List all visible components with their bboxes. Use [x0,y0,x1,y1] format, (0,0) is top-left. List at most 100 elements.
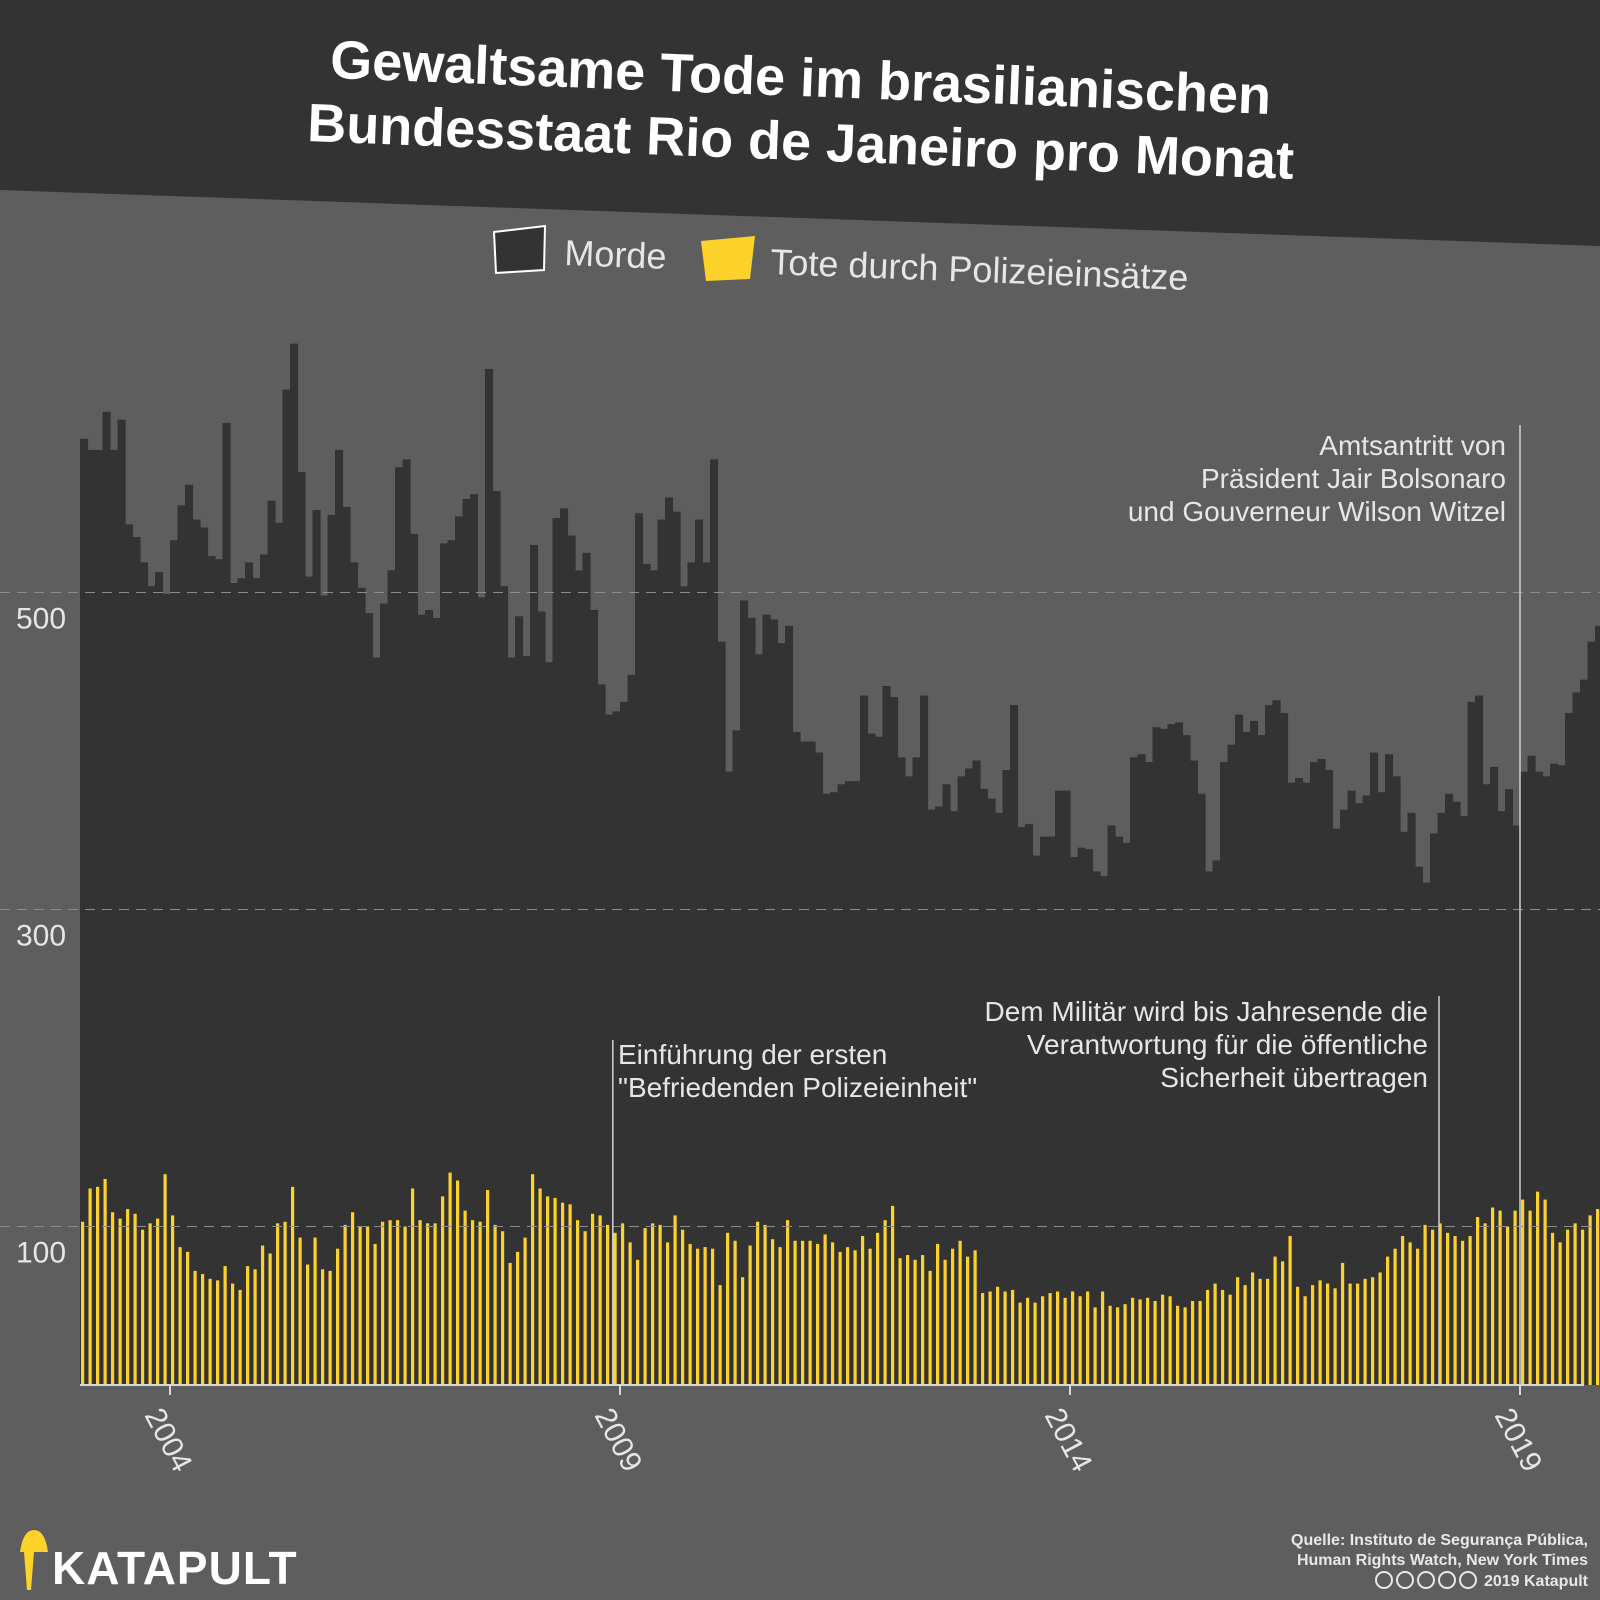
bar-police [673,1215,677,1385]
bar-morde [177,505,186,1386]
bar-morde [477,597,486,1385]
bar-police [1551,1232,1555,1385]
bar-morde [342,506,351,1385]
bar-police [231,1283,235,1385]
bar-police [786,1220,790,1385]
bar-morde [1010,705,1019,1385]
bar-morde [920,695,929,1385]
bar-police [838,1251,842,1385]
bar-morde [462,498,471,1385]
bar-morde [1100,876,1109,1385]
bar-morde [1085,849,1094,1385]
katapult-wordmark: KATAPULT [52,1542,298,1594]
annotation-military-line-2: Verantwortung für die öffentliche [1027,1029,1428,1060]
bar-morde [1587,641,1596,1385]
bar-police [1011,1289,1015,1385]
bar-morde [1062,790,1071,1386]
bar-police [268,1253,272,1385]
bar-morde [545,662,554,1385]
bar-morde [1542,776,1551,1385]
bar-police [193,1270,197,1385]
bar-police [1386,1256,1390,1385]
bar-morde [875,736,884,1385]
bar-police [1468,1236,1472,1385]
bar-police [1408,1242,1412,1385]
bar-police [448,1172,452,1385]
bar-police [1251,1272,1255,1385]
bar-police [1281,1261,1285,1385]
bar-police [846,1247,850,1385]
bar-morde [1040,836,1049,1385]
bar-police [621,1223,625,1385]
bar-morde [267,500,276,1385]
bar-police [1138,1299,1142,1385]
bar-morde [1242,731,1251,1385]
annotation-bolsonaro-line-3: und Gouverneur Wilson Witzel [1128,496,1506,527]
bar-morde [1055,790,1064,1386]
bar-police [1236,1277,1240,1385]
bar-morde [1175,722,1184,1385]
bar-morde [837,784,846,1385]
bar-police [156,1218,160,1385]
bar-police [583,1231,587,1385]
bar-morde [627,674,636,1385]
bar-morde [207,556,216,1385]
bar-morde [552,518,561,1385]
bar-police [478,1221,482,1385]
bar-morde [1250,720,1259,1385]
bar-morde [995,812,1004,1385]
bar-morde [522,655,531,1385]
bar-police [1123,1304,1127,1385]
bar-police [883,1220,887,1385]
bar-morde [890,697,899,1385]
bar-morde [1130,757,1139,1385]
bar-police [1558,1242,1562,1385]
y-tick-label: 100 [16,1237,66,1270]
bar-police [778,1247,782,1385]
bar-morde [507,657,516,1385]
bar-police [1228,1294,1232,1385]
bar-police [891,1205,895,1385]
bar-police [388,1220,392,1385]
bar-morde [410,533,419,1385]
bar-police [328,1270,332,1385]
bar-morde [215,559,224,1385]
bar-police [951,1248,955,1385]
bar-morde [1422,882,1431,1385]
bar-morde [1362,795,1371,1385]
bar-police [298,1237,302,1385]
bar-police [253,1269,257,1385]
x-axis-ticks: 2004 2009 2014 2019 [138,1385,1548,1477]
bar-police [973,1250,977,1385]
bar-police [928,1270,932,1385]
bar-police [103,1178,107,1385]
bar-police [703,1247,707,1385]
bar-police [733,1240,737,1385]
annotation-military-line-3: Sicherheit übertragen [1160,1062,1428,1093]
bar-police [1393,1248,1397,1385]
bar-police [141,1229,145,1385]
bar-morde [770,619,779,1385]
bar-police [118,1218,122,1385]
nc-icon [1417,1571,1435,1589]
bar-police [418,1220,422,1385]
annotation-upp: Einführung der ersten "Befriedenden Poli… [612,1039,977,1385]
bar-morde [192,519,201,1385]
bar-police [763,1224,767,1385]
bar-morde [80,438,89,1385]
bar-police [96,1186,100,1386]
bar-police [726,1232,730,1385]
bar-police [1048,1293,1052,1385]
bar-police [666,1242,670,1385]
bar-morde [1160,728,1169,1385]
bar-police [771,1239,775,1385]
bar-morde [1227,744,1236,1385]
bar-morde [387,570,396,1385]
bar-police [1063,1297,1067,1385]
bar-police [426,1223,430,1385]
bar-morde [582,552,591,1386]
bar-police [441,1196,445,1385]
bar-police [321,1269,325,1385]
bar-morde [515,616,524,1385]
bar-police [1026,1297,1030,1385]
